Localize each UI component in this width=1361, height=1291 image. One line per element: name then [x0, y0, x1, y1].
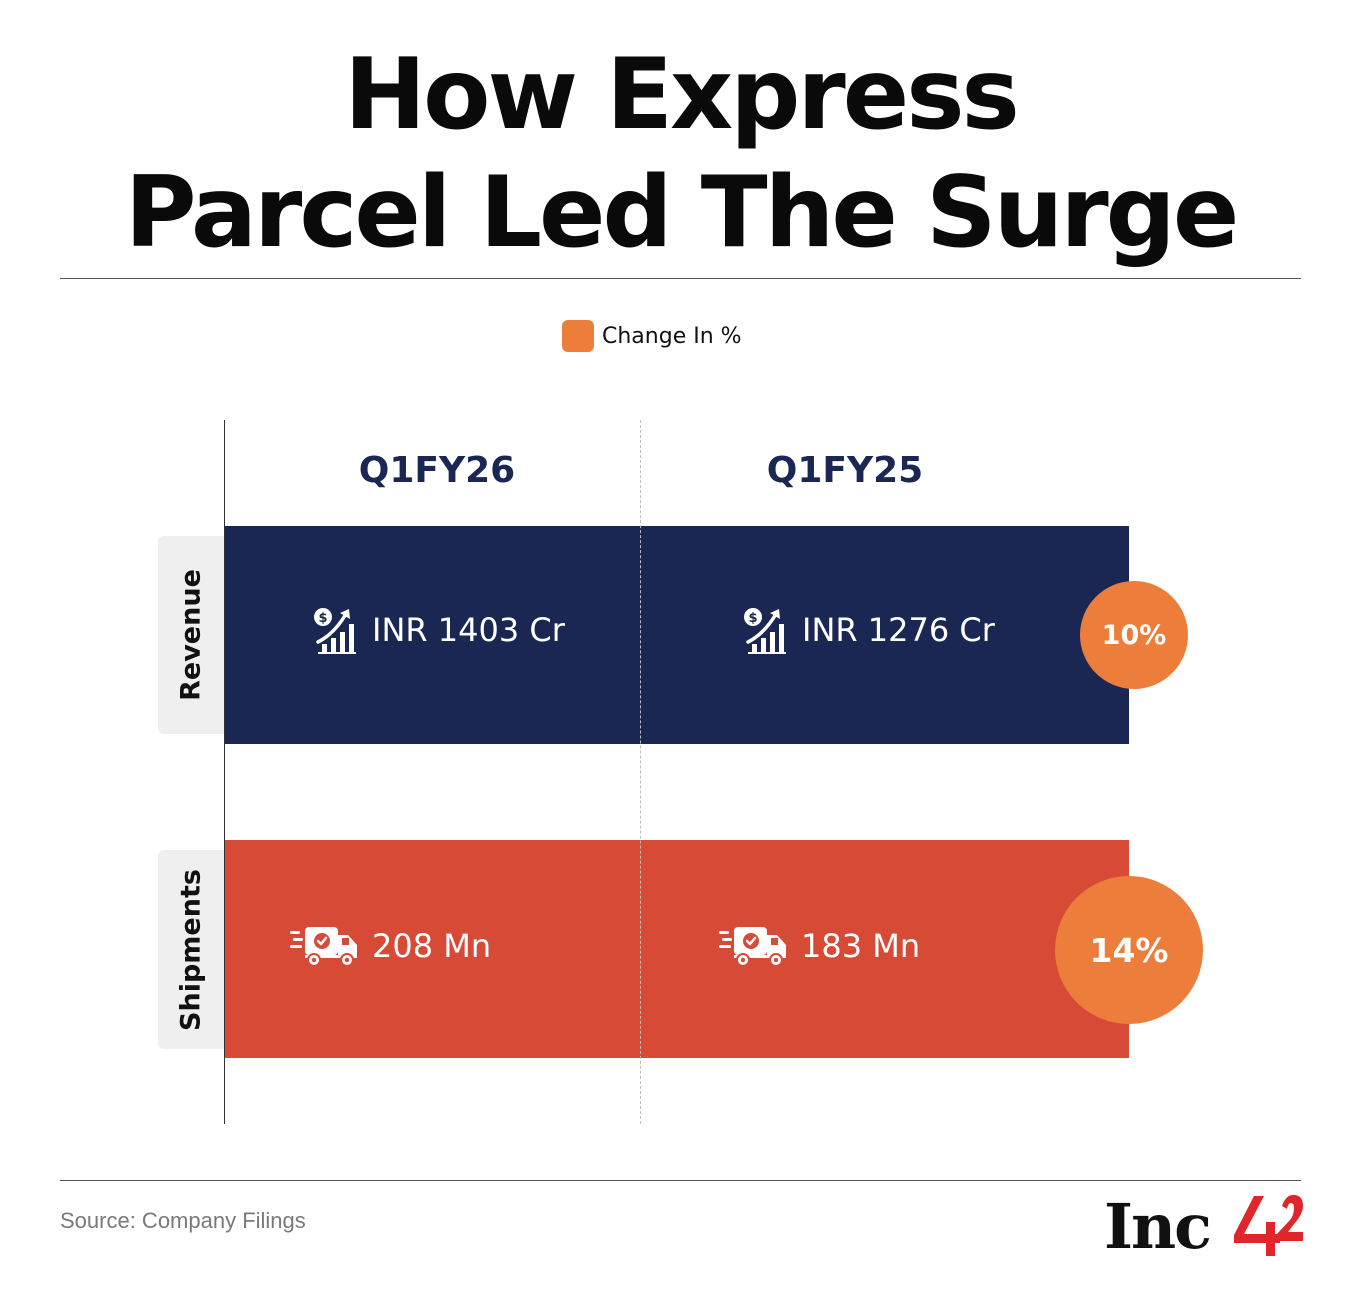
shipments-change-badge: 14%: [1055, 876, 1203, 1024]
revenue-change-badge: 10%: [1080, 581, 1188, 689]
row-axis-line: [224, 420, 225, 1124]
column-divider: [640, 420, 641, 1124]
legend-label: Change In %: [602, 323, 742, 349]
delivery-truck-icon: [290, 927, 357, 967]
revenue-bar: [225, 526, 1129, 744]
column-header-q1fy26: Q1FY26: [358, 450, 516, 491]
title-line-1: How Express: [344, 38, 1020, 152]
shipments-q1fy25-cell: 183 Mn: [719, 916, 920, 976]
chart-title: How Express Parcel Led The Surge: [0, 36, 1361, 272]
revenue-q1fy25-cell: $ INR 1276 Cr: [742, 600, 995, 660]
legend-swatch: [562, 320, 594, 352]
revenue-growth-icon: $: [744, 608, 786, 654]
svg-text:$: $: [748, 611, 757, 626]
inc42-logo-mark: Inc: [1104, 1190, 1303, 1263]
shipments-q1fy26-value: 208 Mn: [372, 927, 492, 965]
shipments-q1fy25-value: 183 Mn: [801, 927, 921, 965]
title-divider: [60, 278, 1301, 279]
row-label-revenue: Revenue: [158, 536, 224, 734]
svg-text:$: $: [318, 611, 327, 626]
row-label-revenue-text: Revenue: [175, 569, 207, 701]
delivery-truck-icon: [719, 927, 786, 967]
footer-divider: [60, 1180, 1301, 1181]
revenue-q1fy25-value: INR 1276 Cr: [802, 611, 995, 649]
source-note: Source: Company Filings: [60, 1208, 306, 1233]
row-label-shipments-text: Shipments: [175, 868, 207, 1031]
column-header-q1fy25: Q1FY25: [766, 450, 924, 491]
shipments-q1fy26-cell: 208 Mn: [290, 916, 491, 976]
legend: Change In %: [562, 320, 742, 352]
title-line-2: Parcel Led The Surge: [124, 156, 1240, 270]
svg-text:Inc: Inc: [1104, 1190, 1210, 1260]
revenue-q1fy26-value: INR 1403 Cr: [372, 611, 565, 649]
inc42-logo: Inc: [1104, 1190, 1304, 1265]
shipments-bar: [225, 840, 1129, 1058]
row-label-shipments: Shipments: [158, 850, 224, 1049]
revenue-growth-icon: $: [314, 608, 356, 654]
revenue-q1fy26-cell: $ INR 1403 Cr: [312, 600, 565, 660]
